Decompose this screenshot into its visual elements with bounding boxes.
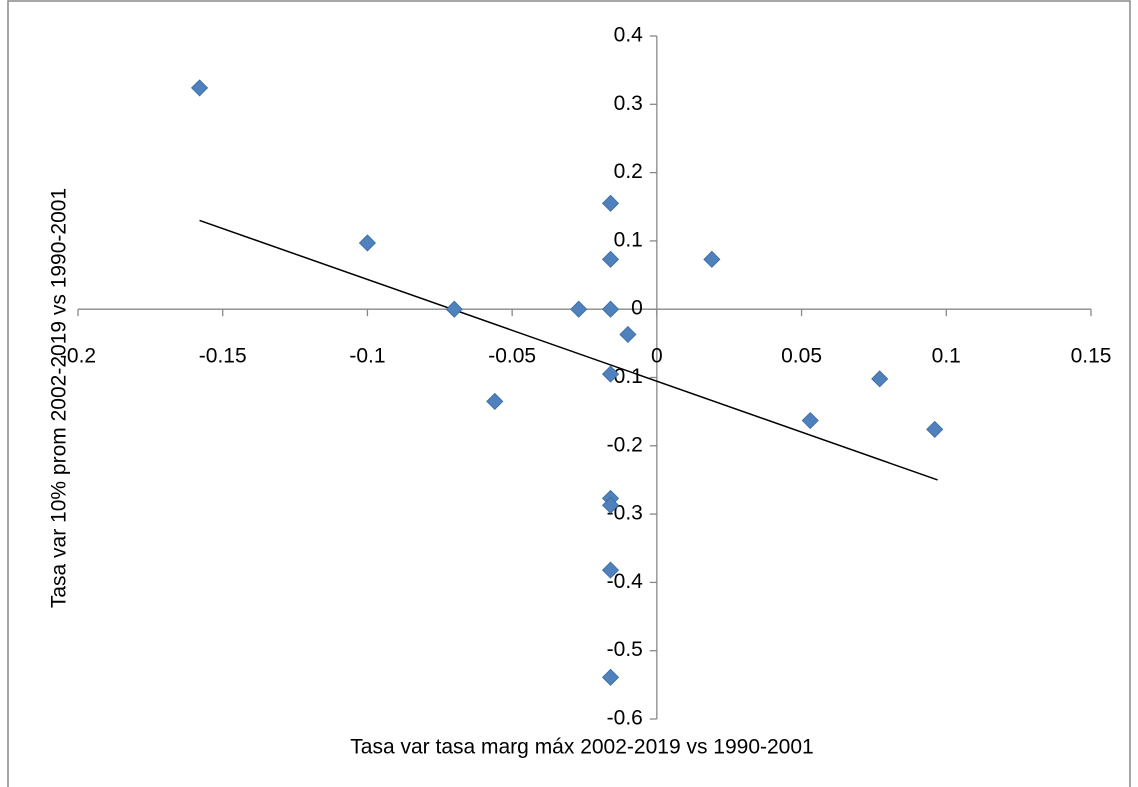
y-tick-label: 0.3 <box>614 92 643 115</box>
point <box>871 370 889 388</box>
x-tick-label: -0.2 <box>60 345 96 368</box>
y-tick-label: 0 <box>631 297 643 320</box>
x-axis-title: Tasa var tasa marg máx 2002-2019 vs 1990… <box>350 736 813 759</box>
trendline <box>199 219 938 481</box>
point <box>703 250 721 268</box>
y-tick-label: -0.6 <box>607 707 643 730</box>
point <box>926 420 944 438</box>
point <box>445 300 463 318</box>
point <box>486 392 504 410</box>
point <box>601 561 620 579</box>
x-tick-label: -0.1 <box>349 345 385 368</box>
x-tick-label: 0.05 <box>781 345 822 368</box>
point <box>190 79 209 97</box>
point <box>601 250 620 268</box>
x-tick-label: 0.15 <box>1071 345 1112 368</box>
x-tick-label: 0.1 <box>932 345 961 368</box>
x-tick-label: -0.15 <box>199 345 247 368</box>
point <box>358 234 376 252</box>
point <box>601 668 620 686</box>
chart-border <box>7 0 1131 787</box>
y-tick-label: 0.1 <box>614 228 643 251</box>
point <box>601 496 620 514</box>
y-tick-label: 0.4 <box>614 24 644 47</box>
point <box>619 325 637 344</box>
x-tick-label: 0 <box>651 345 663 368</box>
point <box>801 411 819 430</box>
y-tick-label: -0.2 <box>607 433 643 456</box>
y-tick-label: -0.4 <box>607 570 644 593</box>
y-tick-label: 0.2 <box>614 160 643 183</box>
point <box>570 300 588 318</box>
y-tick-label: -0.5 <box>607 638 643 661</box>
point <box>601 300 620 318</box>
point <box>601 365 620 383</box>
x-tick-label: -0.05 <box>488 345 536 368</box>
y-axis-title: Tasa var 10% prom 2002-2019 vs 1990-2001 <box>48 188 71 608</box>
point <box>601 194 620 212</box>
